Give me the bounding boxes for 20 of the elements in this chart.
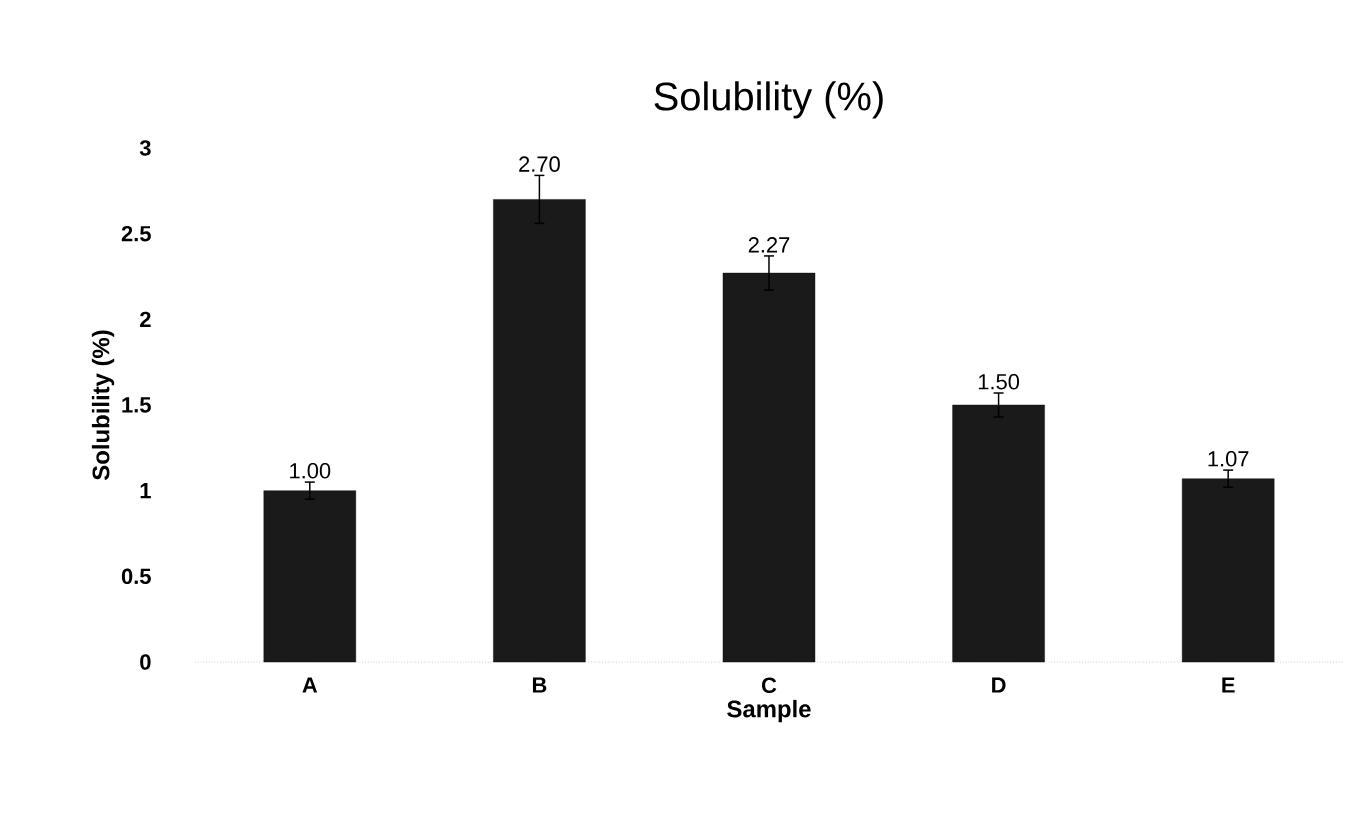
y-tick-label: 0.5 [121, 568, 151, 585]
data-label: 2.70 [519, 156, 560, 172]
y-tick-label: 1.5 [122, 397, 151, 413]
y-tick-label: 2 [140, 311, 151, 327]
x-tick-label: A [302, 677, 318, 693]
chart-title: Solubility (%) [654, 81, 883, 119]
y-tick-label: 2.5 [121, 225, 151, 242]
data-label: 1.00 [290, 463, 331, 479]
x-axis-title: Sample [727, 699, 811, 723]
data-label: 1.07 [1208, 451, 1249, 467]
y-tick-label: 3 [139, 140, 151, 156]
data-label: 2.27 [748, 237, 790, 253]
x-tick-label: B [532, 677, 547, 693]
y-axis-title: Solubility (%) [91, 330, 115, 481]
x-tick-label: C [761, 677, 777, 694]
y-tick-label: 1 [140, 483, 151, 499]
y-tick-label: 0 [140, 654, 151, 670]
x-tick-label: E [1222, 677, 1235, 693]
data-label: 1.50 [978, 373, 1020, 390]
x-tick-label: D [992, 677, 1006, 693]
